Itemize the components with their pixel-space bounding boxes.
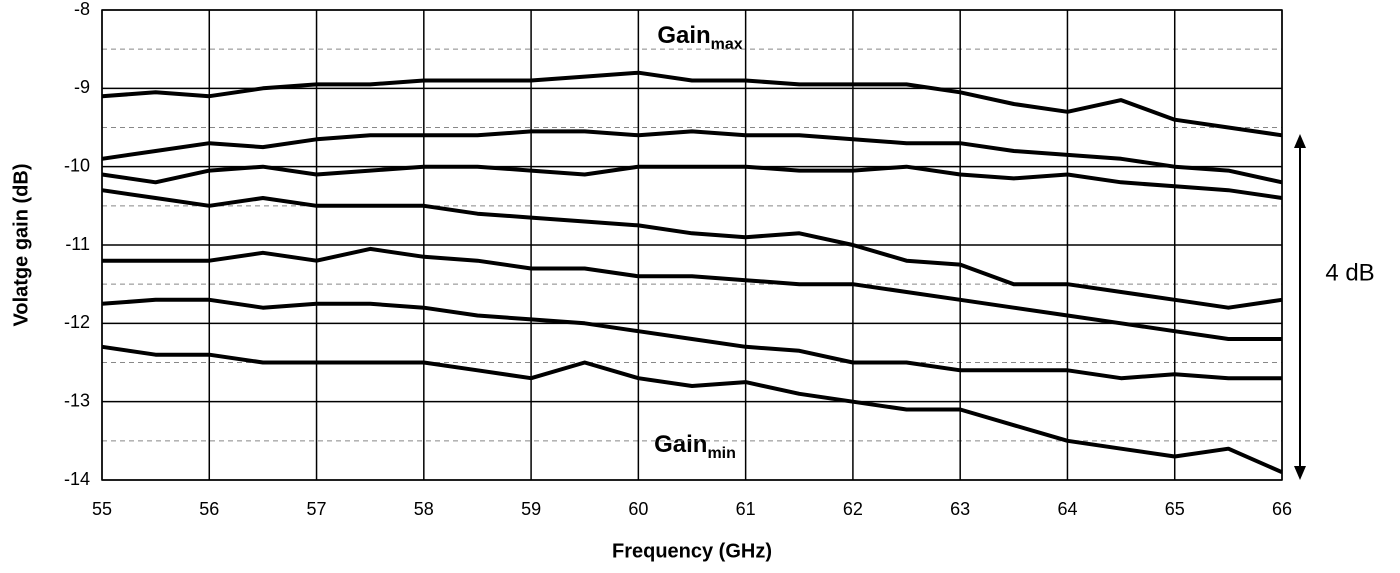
y-axis-title: Volatge gain (dB) — [10, 164, 32, 327]
series-line — [101, 344, 1283, 475]
y-tick-label: -12 — [64, 312, 90, 332]
series-line — [101, 297, 1282, 381]
y-tick-label: -10 — [64, 155, 90, 175]
annotation-text: Gain — [657, 22, 710, 49]
y-tick-label: -8 — [74, 0, 90, 19]
x-tick-label: 65 — [1165, 499, 1185, 519]
x-tick-label: 60 — [628, 499, 648, 519]
x-tick-label: 59 — [521, 499, 541, 519]
gain-max-label: Gainmax — [657, 22, 742, 53]
x-tick-label: 66 — [1272, 499, 1292, 519]
x-tick-label: 64 — [1057, 499, 1077, 519]
series-line — [102, 246, 1282, 341]
y-tick-label: -13 — [64, 390, 90, 410]
x-tick-label: 58 — [414, 499, 434, 519]
arrow-head — [1294, 466, 1306, 480]
annotation-text: Gain — [654, 431, 707, 458]
annotation-sub: max — [711, 36, 743, 53]
x-tick-label: 62 — [843, 499, 863, 519]
y-tick-label: -11 — [65, 234, 90, 254]
series-line — [101, 164, 1283, 200]
x-tick-label: 63 — [950, 499, 970, 519]
series-line — [101, 188, 1283, 310]
y-tick-label: -14 — [64, 469, 90, 489]
x-tick-label: 57 — [307, 499, 327, 519]
x-tick-label: 61 — [736, 499, 756, 519]
arrow-head — [1294, 134, 1306, 148]
annotation-sub: min — [707, 445, 735, 462]
gain-min-label: Gainmin — [654, 431, 736, 462]
x-axis-title: Frequency (GHz) — [612, 540, 772, 562]
plot-frame — [101, 9, 1283, 481]
series-line — [101, 129, 1283, 185]
range-label: 4 dB — [1325, 259, 1374, 286]
x-tick-label: 56 — [199, 499, 219, 519]
series-line — [101, 70, 1283, 138]
x-tick-label: 55 — [92, 499, 112, 519]
y-tick-label: -9 — [74, 77, 90, 97]
